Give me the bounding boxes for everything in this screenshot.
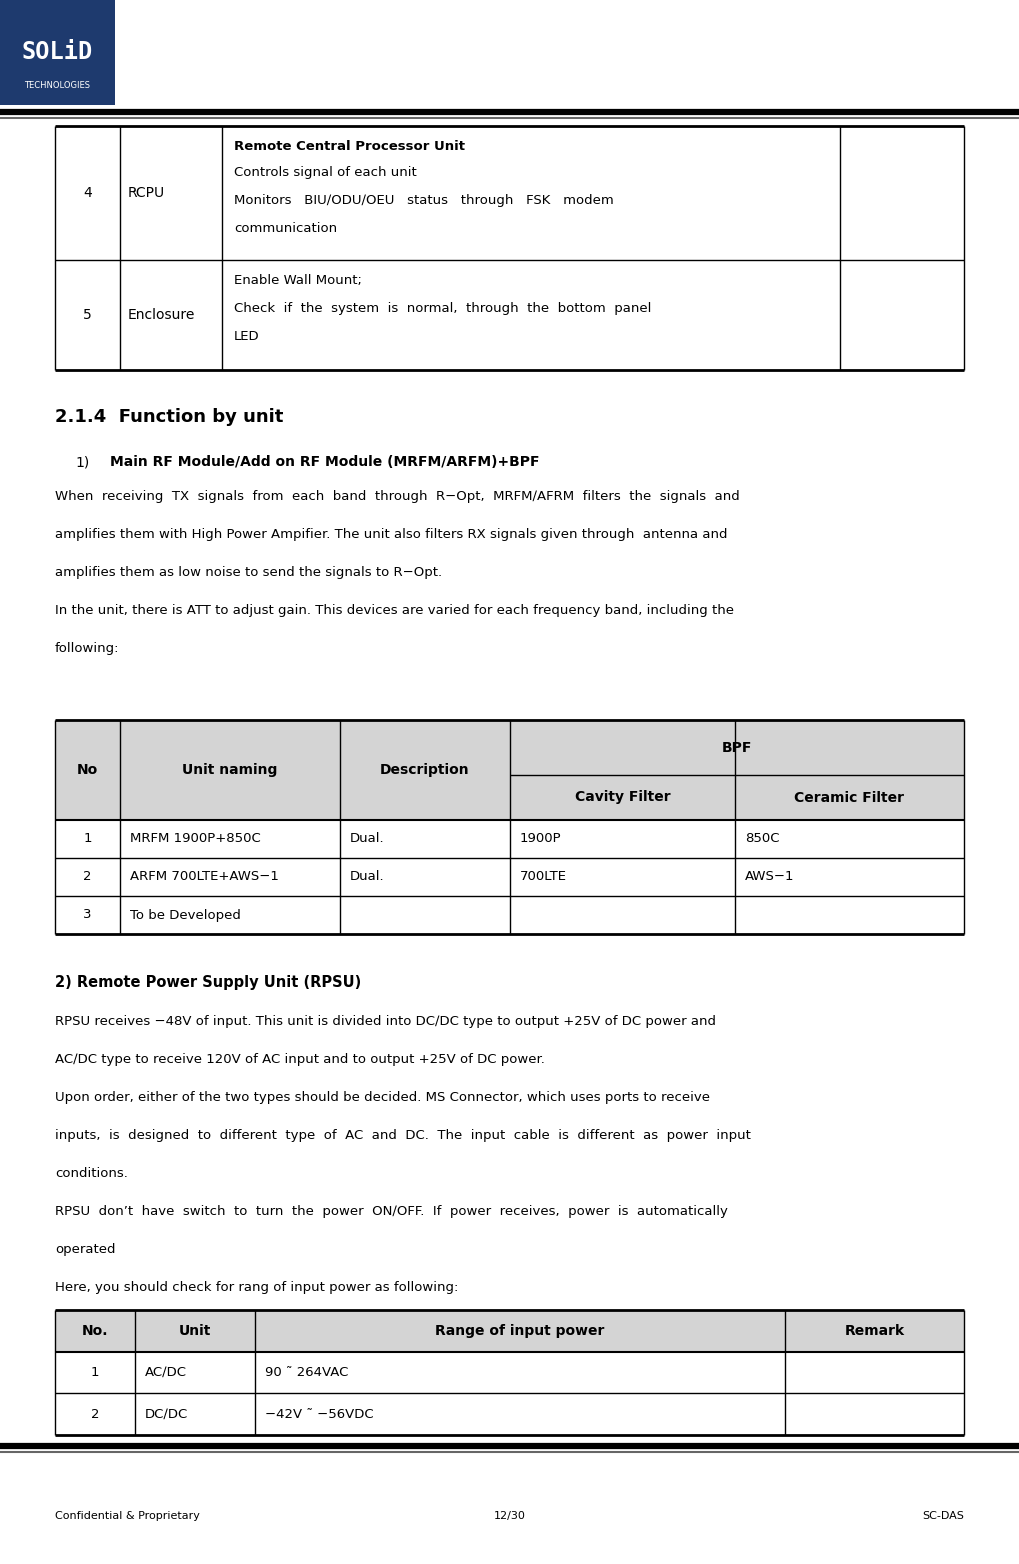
Text: Dual.: Dual. xyxy=(350,871,384,884)
Text: 4: 4 xyxy=(84,186,92,200)
Text: 12/30: 12/30 xyxy=(493,1511,526,1522)
Bar xyxy=(510,719,964,820)
Text: LED: LED xyxy=(234,330,260,343)
Text: 2) Remote Power Supply Unit (RPSU): 2) Remote Power Supply Unit (RPSU) xyxy=(55,974,362,990)
Text: conditions.: conditions. xyxy=(55,1167,127,1179)
Text: following:: following: xyxy=(55,641,119,655)
Text: Confidential & Proprietary: Confidential & Proprietary xyxy=(55,1511,200,1522)
Text: −42V ˜ −56VDC: −42V ˜ −56VDC xyxy=(265,1408,374,1420)
Text: Cavity Filter: Cavity Filter xyxy=(575,790,671,804)
Text: 1: 1 xyxy=(84,832,92,846)
Text: 700LTE: 700LTE xyxy=(520,871,567,884)
Text: communication: communication xyxy=(234,222,337,235)
Text: RPSU receives −48V of input. This unit is divided into DC∕DC type to output +25V: RPSU receives −48V of input. This unit i… xyxy=(55,1015,716,1028)
Text: 1: 1 xyxy=(91,1365,99,1379)
Text: Here, you should check for rang of input power as following:: Here, you should check for rang of input… xyxy=(55,1281,459,1293)
Text: 2.1.4  Function by unit: 2.1.4 Function by unit xyxy=(55,408,283,425)
Text: 2: 2 xyxy=(91,1408,99,1420)
Text: Dual.: Dual. xyxy=(350,832,384,846)
Text: inputs,  is  designed  to  different  type  of  AC  and  DC.  The  input  cable : inputs, is designed to different type of… xyxy=(55,1129,751,1142)
Text: RPSU  don’t  have  switch  to  turn  the  power  ON∕OFF.  If  power  receives,  : RPSU don’t have switch to turn the power… xyxy=(55,1204,728,1218)
Text: Remote Central Processor Unit: Remote Central Processor Unit xyxy=(234,141,465,153)
Text: 850C: 850C xyxy=(745,832,780,846)
Text: Unit: Unit xyxy=(178,1325,211,1337)
Text: AWS−1: AWS−1 xyxy=(745,871,795,884)
Text: Upon order, either of the two types should be decided. MS Connector, which uses : Upon order, either of the two types shou… xyxy=(55,1092,710,1104)
Text: 3: 3 xyxy=(84,909,92,921)
Text: 1900P: 1900P xyxy=(520,832,561,846)
Text: Enclosure: Enclosure xyxy=(128,308,196,322)
Text: Enable Wall Mount;: Enable Wall Mount; xyxy=(234,274,362,288)
Text: Controls signal of each unit: Controls signal of each unit xyxy=(234,166,417,178)
Text: AC∕DC type to receive 120V of AC input and to output +25V of DC power.: AC∕DC type to receive 120V of AC input a… xyxy=(55,1053,545,1067)
Text: DC∕DC: DC∕DC xyxy=(145,1408,189,1420)
Text: Monitors   BIU∕ODU∕OEU   status   through   FSK   modem: Monitors BIU∕ODU∕OEU status through FSK … xyxy=(234,194,613,206)
Text: amplifies them with High Power Ampifier. The unit also filters RX signals given : amplifies them with High Power Ampifier.… xyxy=(55,529,728,541)
Text: 2: 2 xyxy=(84,871,92,884)
Text: Main RF Module/Add on RF Module (MRFM/ARFM)+BPF: Main RF Module/Add on RF Module (MRFM/AR… xyxy=(110,455,539,469)
Text: AC∕DC: AC∕DC xyxy=(145,1365,187,1379)
Text: ARFM 700LTE+AWS−1: ARFM 700LTE+AWS−1 xyxy=(130,871,279,884)
Text: When  receiving  TX  signals  from  each  band  through  R−Opt,  MRFM∕AFRM  filt: When receiving TX signals from each band… xyxy=(55,490,740,504)
Text: Unit naming: Unit naming xyxy=(182,763,278,777)
Bar xyxy=(0,0,115,105)
Bar xyxy=(734,719,736,776)
Text: SC-DAS: SC-DAS xyxy=(922,1511,964,1522)
Text: No.: No. xyxy=(82,1325,108,1337)
Text: 90 ˜ 264VAC: 90 ˜ 264VAC xyxy=(265,1365,348,1379)
Text: RCPU: RCPU xyxy=(128,186,165,200)
Text: BPF: BPF xyxy=(721,740,752,754)
Text: Check  if  the  system  is  normal,  through  the  bottom  panel: Check if the system is normal, through t… xyxy=(234,302,651,314)
Text: Range of input power: Range of input power xyxy=(435,1325,604,1337)
Text: TECHNOLOGIES: TECHNOLOGIES xyxy=(24,81,90,91)
Text: 5: 5 xyxy=(84,308,92,322)
Text: In the unit, there is ATT to adjust gain. This devices are varied for each frequ: In the unit, there is ATT to adjust gain… xyxy=(55,604,734,618)
Text: To be Developed: To be Developed xyxy=(130,909,240,921)
Text: Ceramic Filter: Ceramic Filter xyxy=(795,790,905,804)
Text: Description: Description xyxy=(380,763,470,777)
Text: Remark: Remark xyxy=(845,1325,905,1337)
Text: amplifies them as low noise to send the signals to R−Opt.: amplifies them as low noise to send the … xyxy=(55,566,442,579)
Text: operated: operated xyxy=(55,1243,115,1256)
Bar xyxy=(55,1311,964,1351)
Text: No: No xyxy=(76,763,98,777)
Text: 1): 1) xyxy=(75,455,90,469)
Bar xyxy=(55,719,510,820)
Text: SOLiD: SOLiD xyxy=(21,41,93,64)
Text: MRFM 1900P+850C: MRFM 1900P+850C xyxy=(130,832,261,846)
